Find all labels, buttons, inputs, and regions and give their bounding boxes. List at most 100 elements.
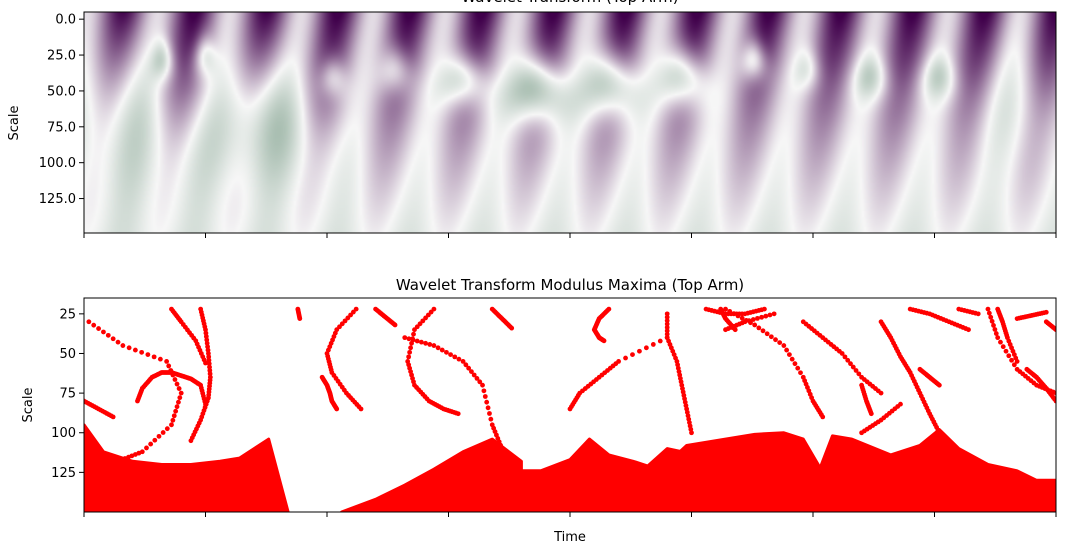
maxima-point bbox=[975, 311, 981, 317]
maxima-point bbox=[1009, 357, 1014, 363]
maxima-point bbox=[868, 411, 874, 417]
heatmap-title: Wavelet Transform (Top Arm) bbox=[461, 0, 678, 6]
maxima-point bbox=[789, 356, 795, 362]
maxima-ridge bbox=[907, 306, 971, 333]
maxima-y-tick-label: 75 bbox=[59, 387, 76, 402]
maxima-ridge bbox=[567, 311, 670, 412]
maxima-y-tick-label: 50 bbox=[59, 347, 76, 362]
maxima-point bbox=[334, 406, 340, 412]
maxima-y-tick-label: 25 bbox=[59, 307, 76, 322]
maxima-point bbox=[601, 338, 607, 344]
maxima-point bbox=[995, 335, 1001, 341]
maxima-point bbox=[392, 322, 398, 328]
maxima-point bbox=[820, 414, 826, 420]
maxima-point bbox=[664, 318, 670, 324]
maxima-point bbox=[484, 399, 490, 405]
maxima-region bbox=[84, 423, 290, 512]
maxima-point bbox=[406, 336, 412, 342]
maxima-point bbox=[859, 430, 864, 436]
maxima-point bbox=[469, 369, 474, 374]
maxima-point bbox=[509, 325, 515, 331]
maxima-point bbox=[1006, 353, 1012, 359]
maxima-point bbox=[402, 335, 408, 341]
maxima-ridge bbox=[664, 335, 694, 436]
maxima-ridge bbox=[878, 319, 942, 436]
maxima-point bbox=[839, 351, 845, 356]
maxima-point bbox=[176, 386, 182, 391]
heatmap-y-tick-label: 25.0 bbox=[47, 49, 76, 64]
heatmap-y-tick-label: 100.0 bbox=[39, 156, 76, 171]
maxima-point bbox=[203, 401, 208, 407]
maxima-ridge bbox=[402, 335, 505, 451]
maxima-ridge bbox=[859, 401, 903, 436]
maxima-point bbox=[173, 408, 179, 414]
maxima-point bbox=[463, 362, 469, 368]
maxima-point bbox=[96, 326, 101, 331]
maxima-point bbox=[176, 399, 181, 405]
maxima-ridge bbox=[800, 319, 884, 396]
maxima-point bbox=[657, 338, 663, 344]
maxima-point bbox=[431, 343, 437, 348]
maxima-point bbox=[110, 414, 116, 420]
maxima-point bbox=[151, 354, 157, 360]
maxima-point bbox=[1053, 327, 1056, 333]
maxima-point bbox=[664, 321, 670, 327]
maxima-point bbox=[452, 354, 458, 360]
maxima-point bbox=[110, 336, 116, 342]
maxima-point bbox=[878, 390, 884, 396]
maxima-ridge bbox=[135, 370, 208, 407]
heatmap-y-label: Scale bbox=[7, 106, 22, 141]
maxima-ridge bbox=[319, 374, 340, 412]
maxima-point bbox=[172, 377, 178, 382]
maxima-region bbox=[801, 428, 1056, 512]
maxima-point bbox=[842, 354, 848, 360]
maxima-point bbox=[856, 371, 862, 377]
maxima-point bbox=[407, 349, 413, 355]
maxima-point bbox=[105, 332, 111, 338]
maxima-ridge bbox=[917, 366, 942, 388]
maxima-point bbox=[771, 311, 777, 317]
maxima-point bbox=[411, 331, 416, 337]
maxima-point bbox=[471, 372, 477, 378]
maxima-ridge bbox=[723, 306, 826, 420]
maxima-point bbox=[408, 345, 413, 351]
maxima-point bbox=[1043, 309, 1049, 315]
maxima-point bbox=[1000, 344, 1006, 350]
maxima-point bbox=[144, 445, 149, 451]
maxima-panel: Wavelet Transform Modulus Maxima (Top Ar… bbox=[21, 276, 1057, 545]
maxima-region bbox=[340, 437, 523, 512]
maxima-point bbox=[762, 306, 767, 312]
maxima-point bbox=[466, 365, 472, 371]
maxima-point bbox=[795, 365, 801, 371]
maxima-region bbox=[626, 431, 825, 512]
maxima-point bbox=[358, 406, 364, 412]
maxima-point bbox=[630, 352, 635, 358]
maxima-point bbox=[132, 347, 138, 353]
maxima-point bbox=[91, 322, 97, 328]
heatmap-y-tick-label: 75.0 bbox=[47, 120, 76, 135]
maxima-point bbox=[760, 328, 766, 334]
maxima-point bbox=[152, 437, 158, 443]
maxima-point bbox=[164, 359, 170, 364]
maxima-point bbox=[499, 446, 505, 451]
maxima-point bbox=[156, 433, 162, 439]
maxima-point bbox=[1014, 359, 1020, 364]
maxima-ridge bbox=[859, 382, 874, 417]
maxima-point bbox=[739, 315, 745, 321]
maxima-point bbox=[115, 339, 121, 345]
maxima-point bbox=[767, 312, 773, 318]
maxima-point bbox=[439, 347, 445, 353]
heatmap-image bbox=[84, 12, 1056, 233]
maxima-point bbox=[936, 430, 942, 436]
maxima-ridge bbox=[86, 319, 184, 467]
maxima-point bbox=[480, 382, 485, 388]
maxima-point bbox=[160, 430, 166, 435]
maxima-point bbox=[992, 327, 998, 332]
maxima-point bbox=[455, 411, 461, 417]
maxima-point bbox=[650, 342, 656, 347]
maxima-point bbox=[406, 354, 412, 360]
maxima-point bbox=[203, 360, 208, 366]
maxima-point bbox=[456, 356, 462, 362]
maxima-point bbox=[178, 390, 184, 396]
maxima-point bbox=[727, 308, 733, 314]
